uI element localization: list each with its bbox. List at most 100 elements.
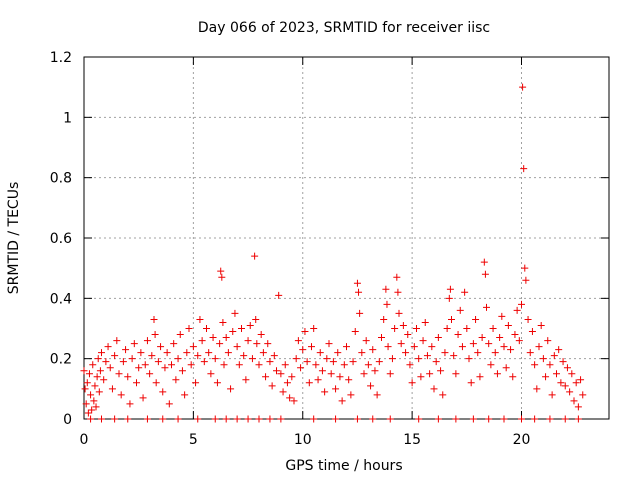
data-point: [94, 355, 102, 363]
data-point: [458, 343, 466, 351]
data-point: [178, 367, 186, 375]
data-point: [340, 361, 348, 369]
data-point: [113, 337, 121, 345]
data-point: [211, 415, 219, 423]
data-point: [111, 352, 119, 360]
axis-ticks: 0 0.2 0.4 0.6 0.8 1 1.2 0 5 10 15 20: [50, 50, 609, 448]
y-axis-label: SRMTID / TECUs: [6, 182, 22, 295]
y-tick-label: 0.6: [50, 231, 72, 247]
data-point: [491, 349, 499, 357]
grid: [84, 57, 609, 419]
data-point: [152, 379, 160, 387]
data-point: [246, 321, 254, 329]
data-point: [106, 364, 114, 372]
data-point: [117, 391, 125, 399]
data-point: [498, 312, 506, 320]
data-point: [181, 391, 189, 399]
data-point: [521, 264, 529, 272]
data-point: [542, 373, 550, 381]
data-point: [95, 388, 103, 396]
data-point: [98, 415, 105, 423]
data-point: [222, 415, 230, 423]
data-point: [323, 355, 331, 363]
data-point: [448, 315, 455, 323]
data-point: [485, 415, 493, 423]
data-point: [452, 415, 460, 423]
data-point: [406, 361, 414, 369]
data-point: [502, 364, 510, 372]
data-point: [539, 355, 547, 363]
data-point: [430, 385, 438, 393]
data-point: [137, 349, 145, 357]
data-point: [104, 343, 112, 351]
data-point: [476, 373, 484, 381]
data-point: [270, 352, 278, 360]
plot-frame: [83, 56, 610, 420]
data-point: [141, 361, 149, 369]
data-point: [489, 325, 497, 332]
data-point: [474, 349, 482, 357]
data-point: [85, 370, 93, 378]
data-point: [139, 394, 147, 402]
data-point: [563, 364, 571, 372]
data-point: [509, 373, 517, 381]
data-point: [546, 415, 554, 423]
data-point: [394, 288, 402, 296]
data-point: [518, 415, 525, 423]
data-point: [205, 349, 213, 357]
x-axis-label: GPS time / hours: [285, 458, 402, 474]
data-point: [159, 415, 167, 423]
data-point: [358, 349, 366, 357]
data-point: [428, 343, 436, 351]
data-point: [80, 367, 88, 375]
data-point: [404, 331, 412, 339]
data-point: [336, 373, 344, 381]
data-point: [150, 315, 158, 323]
data-point: [82, 400, 90, 408]
data-point: [386, 370, 394, 378]
data-point: [537, 321, 545, 329]
data-point: [194, 415, 202, 423]
data-point: [378, 334, 385, 342]
data-point: [338, 397, 346, 405]
data-point: [493, 370, 501, 378]
data-point: [218, 273, 226, 281]
chart-title: Day 066 of 2023, SRMTID for receiver iis…: [198, 20, 490, 36]
data-point: [135, 364, 143, 372]
data-point: [351, 328, 359, 336]
data-point: [143, 337, 151, 345]
data-point: [526, 349, 534, 357]
data-point: [544, 337, 552, 345]
data-point: [87, 391, 95, 399]
data-point: [360, 370, 368, 378]
data-point: [159, 388, 167, 396]
data-point: [469, 340, 477, 348]
data-point: [81, 385, 89, 393]
data-point: [219, 318, 227, 326]
data-point: [419, 337, 427, 345]
data-point: [513, 306, 521, 314]
data-point: [88, 406, 96, 414]
data-point: [255, 415, 263, 423]
data-point: [170, 340, 178, 348]
data-point: [548, 391, 556, 399]
data-point: [561, 382, 569, 390]
data-point: [305, 379, 313, 387]
data-point: [277, 370, 285, 378]
data-point: [353, 415, 361, 423]
data-point: [244, 337, 252, 345]
data-point: [454, 331, 462, 339]
data-point: [275, 291, 283, 299]
data-point: [227, 385, 235, 393]
data-point: [417, 373, 425, 381]
data-point: [196, 315, 204, 323]
data-point: [504, 321, 512, 329]
data-point: [143, 415, 151, 423]
data-point: [207, 370, 215, 378]
data-point: [434, 415, 442, 423]
data-point: [211, 355, 219, 363]
data-point: [111, 415, 119, 423]
data-point: [257, 331, 265, 339]
data-point: [555, 346, 563, 354]
y-tick-label: 1.2: [50, 50, 72, 66]
